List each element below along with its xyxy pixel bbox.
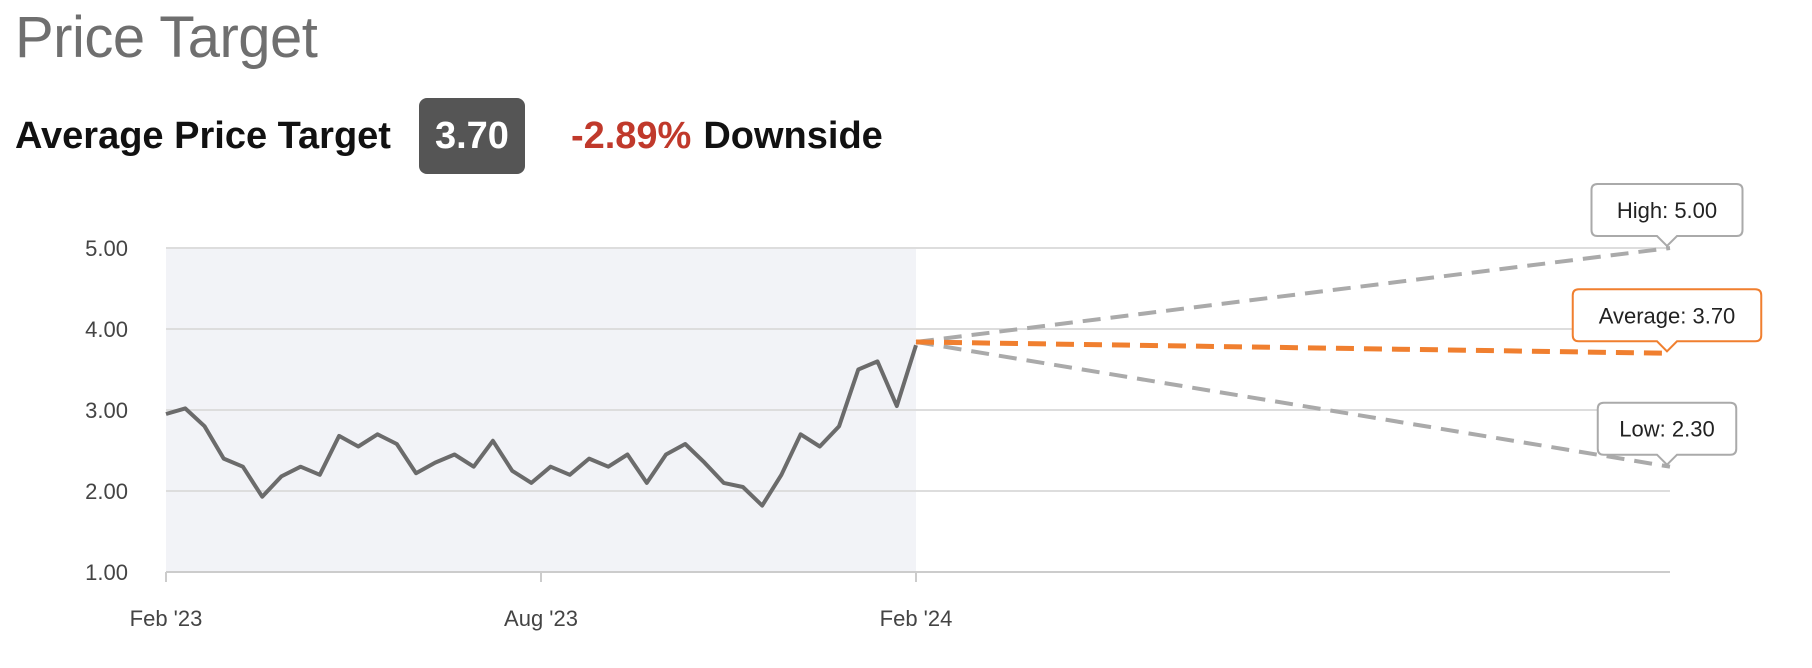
y-tick-label: 1.00 bbox=[85, 560, 128, 585]
low-target-callout-label: Low: 2.30 bbox=[1619, 417, 1714, 442]
high-target-callout-box bbox=[1590, 183, 1744, 248]
x-tick-label: Feb '23 bbox=[130, 606, 203, 631]
price-target-summary: Average Price Target 3.70 -2.89% Downsid… bbox=[15, 98, 883, 174]
high-target-line bbox=[915, 246, 1671, 344]
average-price-target-badge: 3.70 bbox=[418, 98, 525, 174]
downside-label: Downside bbox=[703, 114, 883, 157]
x-tick-label: Aug '23 bbox=[504, 606, 578, 631]
y-tick-label: 3.00 bbox=[85, 398, 128, 423]
x-tick-label: Feb '24 bbox=[880, 606, 953, 631]
average-target-callout-label: Average: 3.70 bbox=[1599, 303, 1736, 328]
low-target-callout-box bbox=[1596, 401, 1738, 467]
y-tick-label: 5.00 bbox=[85, 236, 128, 261]
downside-percent: -2.89% bbox=[570, 114, 692, 157]
average-target-line bbox=[915, 339, 1671, 356]
y-tick-label: 4.00 bbox=[85, 317, 128, 342]
price-history-line bbox=[165, 344, 918, 508]
low-target-line bbox=[915, 339, 1671, 469]
high-target-callout-label: High: 5.00 bbox=[1617, 198, 1717, 223]
average-price-target-label: Average Price Target bbox=[15, 114, 391, 157]
y-tick-label: 2.00 bbox=[85, 479, 128, 504]
average-target-callout-box bbox=[1571, 288, 1763, 353]
page-title: Price Target bbox=[15, 5, 318, 70]
